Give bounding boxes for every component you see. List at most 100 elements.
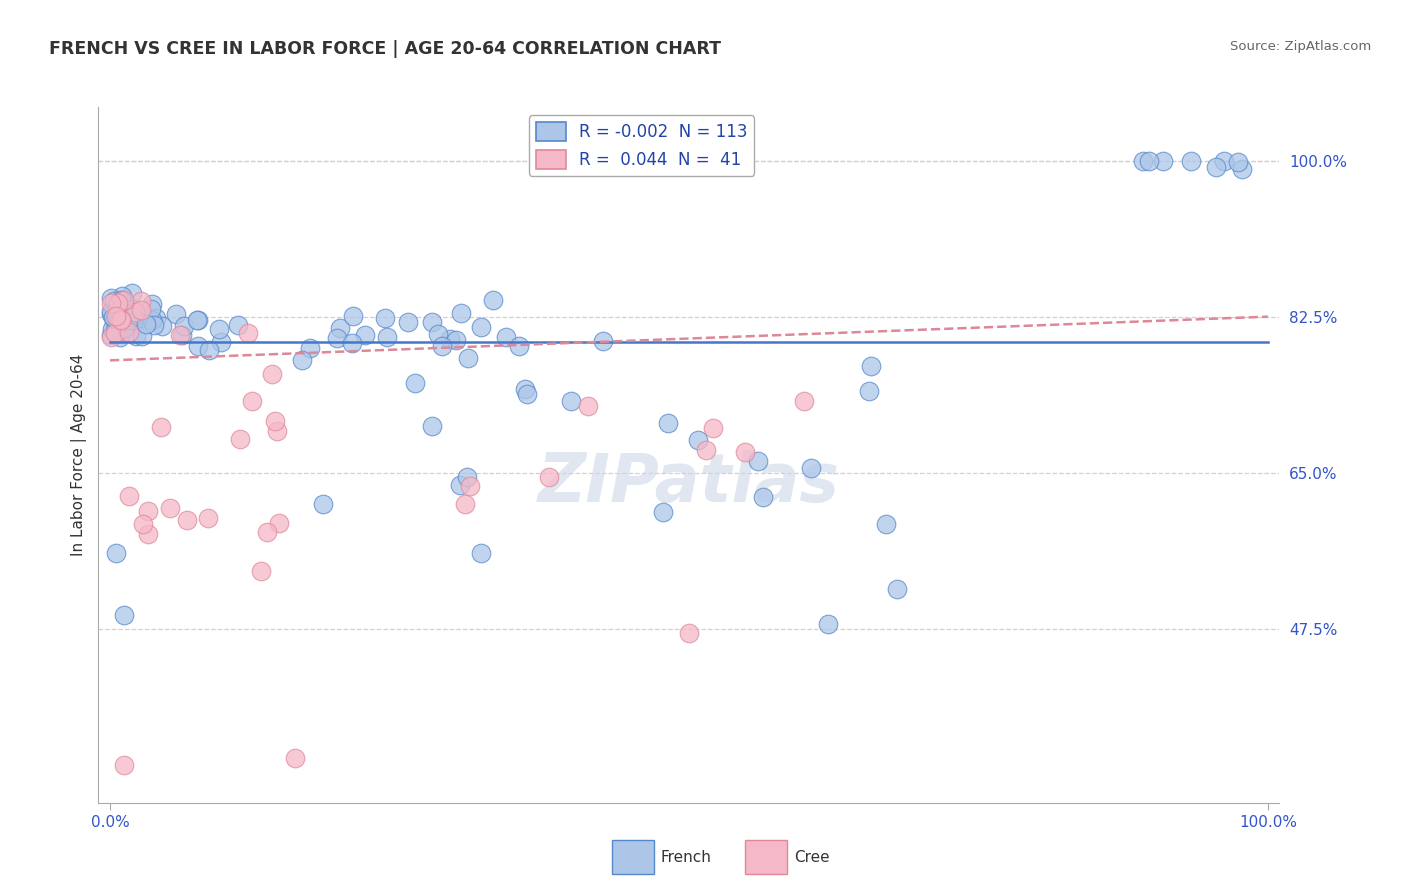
Point bbox=[652, 505, 675, 519]
Point bbox=[111, 289, 134, 303]
Point bbox=[186, 313, 208, 327]
Point bbox=[112, 315, 135, 329]
Point bbox=[187, 338, 209, 352]
Point bbox=[456, 470, 478, 484]
Point bbox=[240, 394, 263, 409]
Point bbox=[266, 424, 288, 438]
Point bbox=[208, 322, 231, 336]
Point bbox=[495, 329, 517, 343]
Point bbox=[439, 332, 461, 346]
Point bbox=[747, 454, 769, 468]
Point bbox=[291, 352, 314, 367]
Point bbox=[139, 302, 162, 317]
Point bbox=[209, 334, 232, 349]
Point bbox=[107, 311, 129, 326]
Point bbox=[100, 292, 122, 306]
Point bbox=[110, 294, 132, 309]
Point bbox=[537, 470, 560, 484]
Point bbox=[104, 546, 127, 560]
Y-axis label: In Labor Force | Age 20-64: In Labor Force | Age 20-64 bbox=[72, 354, 87, 556]
Point bbox=[444, 333, 467, 347]
Point bbox=[107, 295, 129, 310]
Point bbox=[103, 310, 125, 324]
Point bbox=[340, 336, 363, 351]
Point bbox=[264, 414, 287, 428]
Point bbox=[751, 490, 773, 504]
Point bbox=[100, 328, 122, 343]
Point bbox=[104, 309, 127, 323]
Point bbox=[136, 526, 159, 541]
Point bbox=[107, 316, 129, 330]
Point bbox=[172, 327, 194, 342]
Point bbox=[135, 317, 157, 331]
Point bbox=[108, 305, 131, 319]
Point bbox=[117, 489, 139, 503]
Legend: R = -0.002  N = 113, R =  0.044  N =  41: R = -0.002 N = 113, R = 0.044 N = 41 bbox=[529, 115, 754, 176]
Point bbox=[560, 393, 582, 408]
Point bbox=[108, 303, 131, 318]
Point bbox=[420, 315, 443, 329]
Point bbox=[124, 305, 146, 319]
Point bbox=[118, 309, 141, 323]
Point bbox=[516, 387, 538, 401]
Point bbox=[197, 510, 219, 524]
Point bbox=[1152, 153, 1174, 168]
Point bbox=[103, 293, 125, 308]
Point bbox=[396, 315, 419, 329]
Point bbox=[800, 461, 823, 475]
Point bbox=[107, 325, 129, 339]
Point bbox=[127, 313, 149, 327]
Point bbox=[176, 513, 198, 527]
Point bbox=[169, 327, 191, 342]
Point bbox=[111, 293, 134, 308]
Point bbox=[131, 302, 153, 317]
Text: FRENCH VS CREE IN LABOR FORCE | AGE 20-64 CORRELATION CHART: FRENCH VS CREE IN LABOR FORCE | AGE 20-6… bbox=[49, 40, 721, 58]
Point bbox=[858, 384, 880, 398]
Point bbox=[592, 334, 614, 348]
Point bbox=[262, 367, 284, 381]
Point bbox=[105, 300, 128, 314]
Point bbox=[100, 304, 122, 318]
Point bbox=[122, 312, 145, 326]
Point bbox=[103, 322, 125, 336]
Point bbox=[103, 313, 125, 327]
Point bbox=[284, 751, 307, 765]
Point bbox=[111, 312, 134, 326]
Point bbox=[342, 309, 364, 323]
Point bbox=[734, 445, 756, 459]
Point bbox=[111, 307, 134, 321]
Point bbox=[657, 417, 679, 431]
Point bbox=[430, 339, 453, 353]
Point bbox=[107, 296, 129, 310]
Point bbox=[678, 626, 700, 640]
Point bbox=[112, 608, 135, 623]
Point bbox=[118, 325, 141, 339]
Point bbox=[110, 293, 132, 308]
Point bbox=[329, 321, 352, 335]
Point bbox=[817, 617, 839, 632]
Point bbox=[110, 330, 132, 344]
Point bbox=[1180, 153, 1202, 168]
Point bbox=[100, 329, 122, 343]
Point bbox=[450, 306, 472, 320]
Point bbox=[110, 311, 132, 326]
Point bbox=[129, 294, 152, 309]
Point bbox=[107, 306, 129, 320]
Point bbox=[141, 297, 163, 311]
Point bbox=[1213, 153, 1236, 168]
Point bbox=[197, 343, 219, 357]
Point bbox=[702, 421, 724, 435]
Point bbox=[159, 501, 181, 516]
Point bbox=[122, 310, 145, 325]
Point bbox=[104, 319, 127, 334]
Point bbox=[100, 296, 122, 310]
Point bbox=[131, 328, 153, 343]
Point bbox=[325, 331, 347, 345]
Point bbox=[114, 293, 136, 308]
Point bbox=[112, 321, 135, 335]
Point bbox=[229, 433, 252, 447]
Point bbox=[132, 516, 155, 531]
Point bbox=[1205, 160, 1227, 174]
Point bbox=[121, 302, 143, 317]
Point bbox=[420, 419, 443, 434]
